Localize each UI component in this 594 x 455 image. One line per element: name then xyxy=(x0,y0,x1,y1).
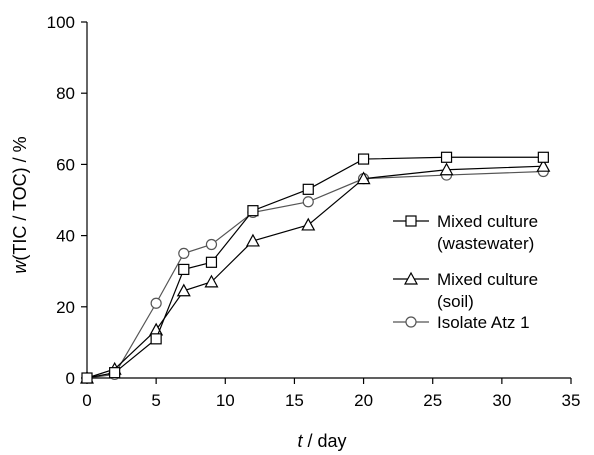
point-triangle xyxy=(301,217,316,231)
point-circle xyxy=(302,196,314,208)
x-axis-title-italic: t xyxy=(297,431,303,451)
y-tick-label: 20 xyxy=(56,298,75,317)
y-axis-title-rest: (TIC / TOC) / % xyxy=(10,136,30,260)
x-tick-label: 15 xyxy=(285,391,304,410)
legend-item-circle: Isolate Atz 1 xyxy=(393,313,530,332)
series-line-square xyxy=(86,156,544,379)
legend-label: Mixed culture xyxy=(437,212,538,231)
legend-label: Isolate Atz 1 xyxy=(437,313,530,332)
x-axis-title: t / day xyxy=(297,431,346,451)
x-tick-label: 25 xyxy=(423,391,442,410)
point-square xyxy=(357,153,370,165)
legend-marker-circle xyxy=(405,316,417,328)
legend-marker-square xyxy=(405,215,417,227)
point-triangle xyxy=(356,171,371,185)
point-triangle xyxy=(245,233,260,247)
point-square xyxy=(302,183,314,195)
y-tick-label: 0 xyxy=(66,369,75,388)
point-square xyxy=(178,263,190,276)
x-tick-label: 10 xyxy=(216,391,235,410)
y-tick-label: 100 xyxy=(47,13,75,32)
series-line-circle xyxy=(86,170,544,379)
legend: Mixed culture (wastewater) Mixed culture (s… xyxy=(393,212,538,332)
y-tick-label: 80 xyxy=(56,84,75,103)
legend-item-triangle: Mixed culture (soil) xyxy=(393,270,538,311)
axes: 0 20 40 60 80 100 0 5 10 15 20 25 30 35 xyxy=(47,13,581,410)
legend-label: Mixed culture xyxy=(437,270,538,289)
point-triangle xyxy=(536,158,551,172)
legend-label: (wastewater) xyxy=(437,234,534,253)
point-triangle xyxy=(204,274,219,288)
point-square xyxy=(537,151,549,163)
x-tick-label: 35 xyxy=(562,391,581,410)
x-tick-label: 30 xyxy=(492,391,511,410)
point-square xyxy=(81,372,93,384)
legend-marker-triangle xyxy=(403,271,419,285)
legend-label: (soil) xyxy=(437,292,474,311)
series-line-triangle xyxy=(86,165,544,379)
point-triangle xyxy=(176,283,191,297)
point-circle xyxy=(150,297,162,309)
point-square xyxy=(150,333,162,345)
y-tick-label: 40 xyxy=(56,227,75,246)
x-axis-title-rest: / day xyxy=(302,431,346,451)
y-axis-title: w(TIC / TOC) / % xyxy=(10,136,30,273)
x-tick-label: 5 xyxy=(151,391,160,410)
y-axis-title-italic: w xyxy=(10,260,30,274)
series-layer xyxy=(79,151,551,384)
point-square xyxy=(109,367,121,379)
point-square xyxy=(440,151,453,163)
x-tick-label: 20 xyxy=(354,391,373,410)
point-square xyxy=(247,205,259,217)
point-circle xyxy=(178,247,190,259)
legend-item-square: Mixed culture (wastewater) xyxy=(393,212,538,253)
point-triangle xyxy=(439,162,454,176)
y-tick-label: 60 xyxy=(56,155,75,174)
x-tick-label: 0 xyxy=(82,391,91,410)
series-square xyxy=(81,151,549,384)
point-square xyxy=(205,256,218,268)
point-circle xyxy=(205,238,218,251)
